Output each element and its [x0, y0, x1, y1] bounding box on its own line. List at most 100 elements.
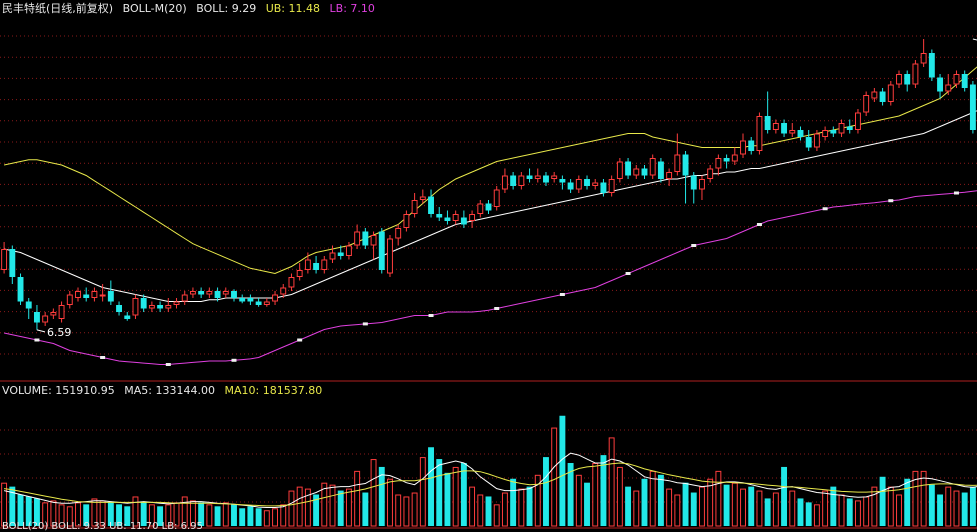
- candle-body: [247, 298, 254, 302]
- candle: [904, 70, 911, 92]
- candle: [887, 81, 894, 106]
- boll-lower-marker: [494, 307, 500, 310]
- candle: [723, 154, 730, 169]
- candle-body: [428, 196, 434, 214]
- candle-body: [584, 179, 590, 186]
- candle: [33, 305, 40, 330]
- candle: [518, 172, 525, 190]
- candle-body: [485, 203, 492, 211]
- candle: [592, 179, 599, 190]
- boll-bands: [3, 66, 977, 366]
- volume-bar: [953, 490, 960, 527]
- candle: [321, 256, 328, 274]
- volume-bar: [789, 490, 796, 527]
- volume-bar: [871, 486, 878, 527]
- candle-body: [937, 77, 944, 92]
- volume-bar: [879, 476, 886, 526]
- candle: [937, 74, 944, 99]
- candle-body: [42, 315, 49, 323]
- candle: [666, 168, 673, 186]
- candle: [304, 252, 311, 274]
- candle-body: [813, 133, 820, 148]
- volume-bar: [641, 478, 648, 526]
- candle: [66, 291, 73, 309]
- candle-body: [682, 154, 689, 176]
- candle: [239, 294, 246, 304]
- candle: [25, 298, 32, 319]
- candle: [214, 287, 221, 302]
- volume-bar: [25, 496, 32, 526]
- candle-body: [75, 291, 81, 298]
- candle-body: [559, 179, 566, 183]
- volume-bar: [945, 486, 952, 527]
- volume-bar: [329, 484, 336, 527]
- volume-bar: [214, 506, 221, 526]
- candlestick-series[interactable]: [1, 39, 976, 330]
- ma10-value: 181537.80: [262, 384, 323, 397]
- volume-bar: [58, 504, 65, 527]
- candle: [682, 151, 689, 204]
- candle: [822, 126, 829, 141]
- candle: [649, 154, 656, 179]
- ma10-label: MA10: 181537.80: [224, 384, 323, 397]
- volume-bar: [707, 478, 714, 527]
- boll-lower-marker: [691, 244, 697, 247]
- candle: [699, 175, 705, 200]
- candle-body: [854, 112, 861, 130]
- volume-bar: [33, 498, 40, 526]
- candle-body: [871, 91, 878, 99]
- candle-body: [304, 259, 311, 270]
- ma5-value: 133144.00: [155, 384, 216, 397]
- volume-bar: [17, 494, 24, 526]
- candle: [50, 308, 57, 319]
- candle-body: [657, 161, 664, 179]
- annotation-label: 6.59: [47, 326, 71, 339]
- candle-body: [551, 175, 558, 179]
- volume-bar: [723, 484, 730, 526]
- candle-body: [132, 298, 139, 316]
- volume-bar: [469, 486, 476, 527]
- candle: [280, 284, 287, 298]
- volume-bar: [370, 459, 377, 527]
- volume-bar: [387, 478, 393, 527]
- candle-body: [452, 214, 459, 221]
- candle-body: [206, 291, 213, 295]
- candle: [797, 126, 804, 141]
- candle: [748, 137, 755, 155]
- volume-bar: [91, 498, 98, 527]
- candle-body: [469, 214, 476, 221]
- candle: [17, 273, 24, 305]
- candle: [469, 210, 476, 228]
- volume-ma-lines: [3, 452, 977, 508]
- volume-bar: [452, 466, 459, 527]
- volume-bar: [740, 488, 746, 527]
- candle-body: [666, 172, 673, 179]
- ub-label: UB: 11.48: [265, 2, 321, 15]
- candle-body: [723, 158, 730, 162]
- volume-bar: [304, 488, 311, 527]
- candle: [75, 287, 81, 302]
- candle-body: [608, 179, 615, 193]
- candle: [181, 291, 188, 305]
- candle: [337, 245, 344, 260]
- volume-bar: [354, 470, 361, 527]
- volume-bar: [263, 510, 270, 527]
- candle: [813, 130, 820, 151]
- volume-bars[interactable]: [1, 415, 977, 527]
- volume-bar: [575, 474, 582, 527]
- candle: [206, 287, 213, 298]
- candle: [854, 109, 861, 134]
- candle: [846, 119, 853, 134]
- volume-bar: [904, 478, 911, 526]
- candle-body: [255, 301, 262, 305]
- candle: [9, 245, 16, 284]
- volume-bar: [838, 494, 845, 527]
- boll-lower-marker: [34, 338, 40, 342]
- volume-bar: [633, 490, 640, 527]
- candle: [444, 210, 451, 225]
- volume-bar: [657, 474, 664, 526]
- candle: [189, 287, 196, 298]
- candle-body: [214, 291, 221, 298]
- candle-body: [239, 298, 246, 302]
